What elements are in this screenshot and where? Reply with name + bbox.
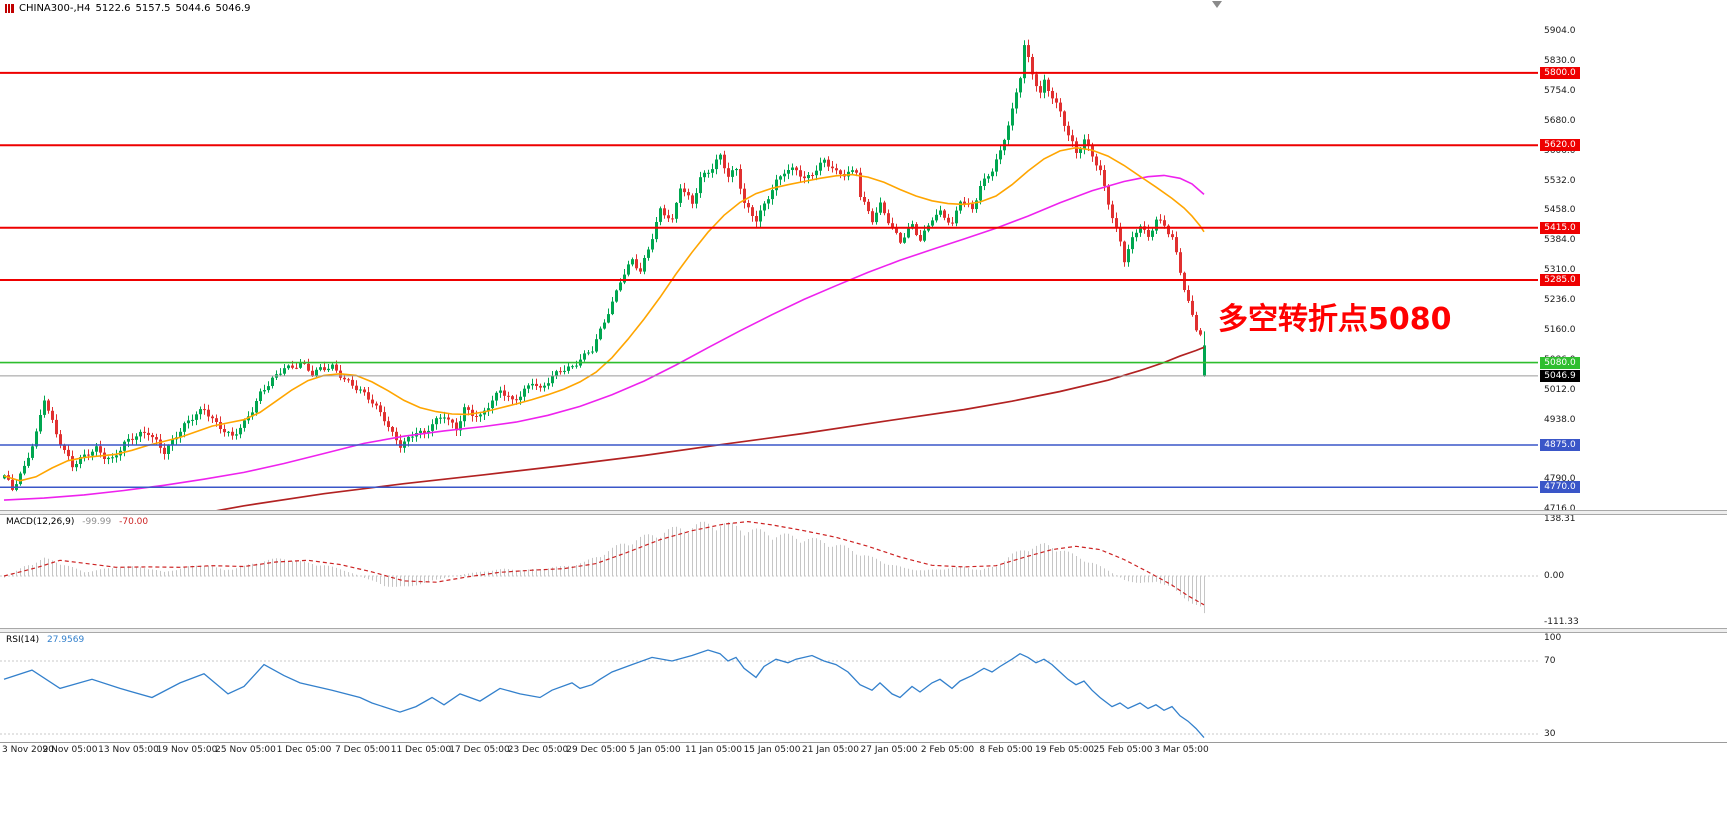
price-tick: 4716.0	[1544, 504, 1576, 514]
chart-shift-marker-icon[interactable]	[1212, 1, 1222, 8]
rsi-axis-tick: 100	[1544, 633, 1562, 643]
time-tick: 2 Feb 05:00	[920, 745, 975, 755]
time-tick: 1 Dec 05:00	[276, 745, 332, 755]
price-tick: 5012.0	[1544, 384, 1576, 395]
macd-signal-line	[3, 520, 1205, 606]
price-badge: 5080.0	[1540, 356, 1580, 369]
time-axis-separator	[0, 742, 1727, 743]
rsi-value: 27.9569	[46, 635, 85, 645]
time-tick: 3 Mar 05:00	[1154, 745, 1209, 755]
time-tick: 29 Dec 05:00	[566, 745, 627, 755]
macd-axis-tick: 138.31	[1544, 514, 1576, 524]
price-tick: 5384.0	[1544, 235, 1576, 246]
price-badge: 5415.0	[1540, 221, 1580, 234]
close-value: 5046.9	[215, 3, 251, 14]
price-badge: 4875.0	[1540, 439, 1580, 452]
rsi-axis-tick: 30	[1544, 729, 1556, 739]
open-value: 5122.6	[95, 3, 131, 14]
macd-name: MACD(12,26,9)	[6, 517, 75, 527]
macd-pane-layer	[0, 520, 1538, 614]
price-pane-layer	[0, 39, 1538, 510]
price-badge: 5046.9	[1540, 369, 1580, 382]
price-axis[interactable]	[1538, 0, 1588, 742]
macd-main-value: -99.99	[82, 517, 112, 527]
price-badge: 5620.0	[1540, 139, 1580, 152]
rsi-line	[3, 649, 1205, 739]
time-axis[interactable]	[0, 742, 1538, 758]
price-tick: 5160.0	[1544, 325, 1576, 336]
time-tick: 9 Nov 05:00	[42, 745, 98, 755]
pane-splitter-rsi[interactable]	[0, 628, 1727, 633]
macd-signal-value: -70.00	[119, 517, 149, 527]
macd-axis-tick: -111.33	[1544, 616, 1579, 627]
time-tick: 27 Jan 05:00	[860, 745, 918, 755]
time-tick: 19 Feb 05:00	[1034, 745, 1095, 755]
price-tick: 5532.0	[1544, 175, 1576, 186]
price-badge: 5285.0	[1540, 274, 1580, 287]
pane-splitter-macd[interactable]	[0, 510, 1727, 515]
macd-indicator-label: MACD(12,26,9) -99.99 -70.00	[6, 517, 148, 527]
price-badge: 4770.0	[1540, 481, 1580, 494]
time-tick: 11 Dec 05:00	[390, 745, 452, 755]
time-tick: 11 Jan 05:00	[685, 745, 742, 755]
high-value: 5157.5	[135, 3, 171, 14]
symbol-timeframe: CHINA300-,H4	[19, 3, 91, 14]
price-tick: 5236.0	[1544, 294, 1576, 305]
ma-mid-line	[3, 174, 1205, 501]
time-tick: 17 Dec 05:00	[449, 745, 510, 755]
chart-window-icon	[5, 4, 14, 13]
rsi-pane-layer	[0, 649, 1538, 739]
time-tick: 25 Feb 05:00	[1093, 745, 1153, 755]
ma-fast-line	[3, 146, 1205, 482]
time-tick: 25 Nov 05:00	[215, 745, 276, 755]
price-tick: 4790.0	[1544, 474, 1576, 485]
macd-axis-tick: 0.00	[1544, 571, 1565, 581]
time-tick: 3 Nov 2020	[2, 745, 54, 755]
price-badge: 5800.0	[1540, 66, 1580, 79]
rsi-name: RSI(14)	[6, 635, 40, 645]
time-tick: 5 Jan 05:00	[629, 745, 681, 755]
price-tick: 5458.0	[1544, 205, 1576, 216]
price-tick: 5680.0	[1544, 116, 1576, 127]
time-tick: 23 Dec 05:00	[507, 745, 569, 755]
chart-title: CHINA300-,H4 5122.6 5157.5 5044.6 5046.9	[5, 3, 251, 14]
time-tick: 21 Jan 05:00	[802, 745, 859, 755]
time-tick: 15 Jan 05:00	[743, 745, 801, 755]
rsi-indicator-label: RSI(14) 27.9569	[6, 635, 84, 645]
ma-slow-line	[216, 346, 1205, 510]
time-tick: 8 Feb 05:00	[979, 745, 1033, 755]
rsi-axis-tick: 70	[1544, 656, 1556, 666]
time-tick: 7 Dec 05:00	[335, 745, 390, 755]
price-tick: 5830.0	[1544, 55, 1576, 66]
price-tick: 5754.0	[1544, 86, 1576, 97]
pivot-annotation: 多空转折点5080	[1218, 302, 1452, 337]
time-tick: 19 Nov 05:00	[156, 745, 218, 755]
time-tick: 13 Nov 05:00	[98, 745, 159, 755]
low-value: 5044.6	[175, 3, 211, 14]
price-tick: 5904.0	[1544, 26, 1576, 36]
price-tick: 5310.0	[1544, 265, 1576, 275]
price-tick: 4938.0	[1544, 414, 1576, 425]
